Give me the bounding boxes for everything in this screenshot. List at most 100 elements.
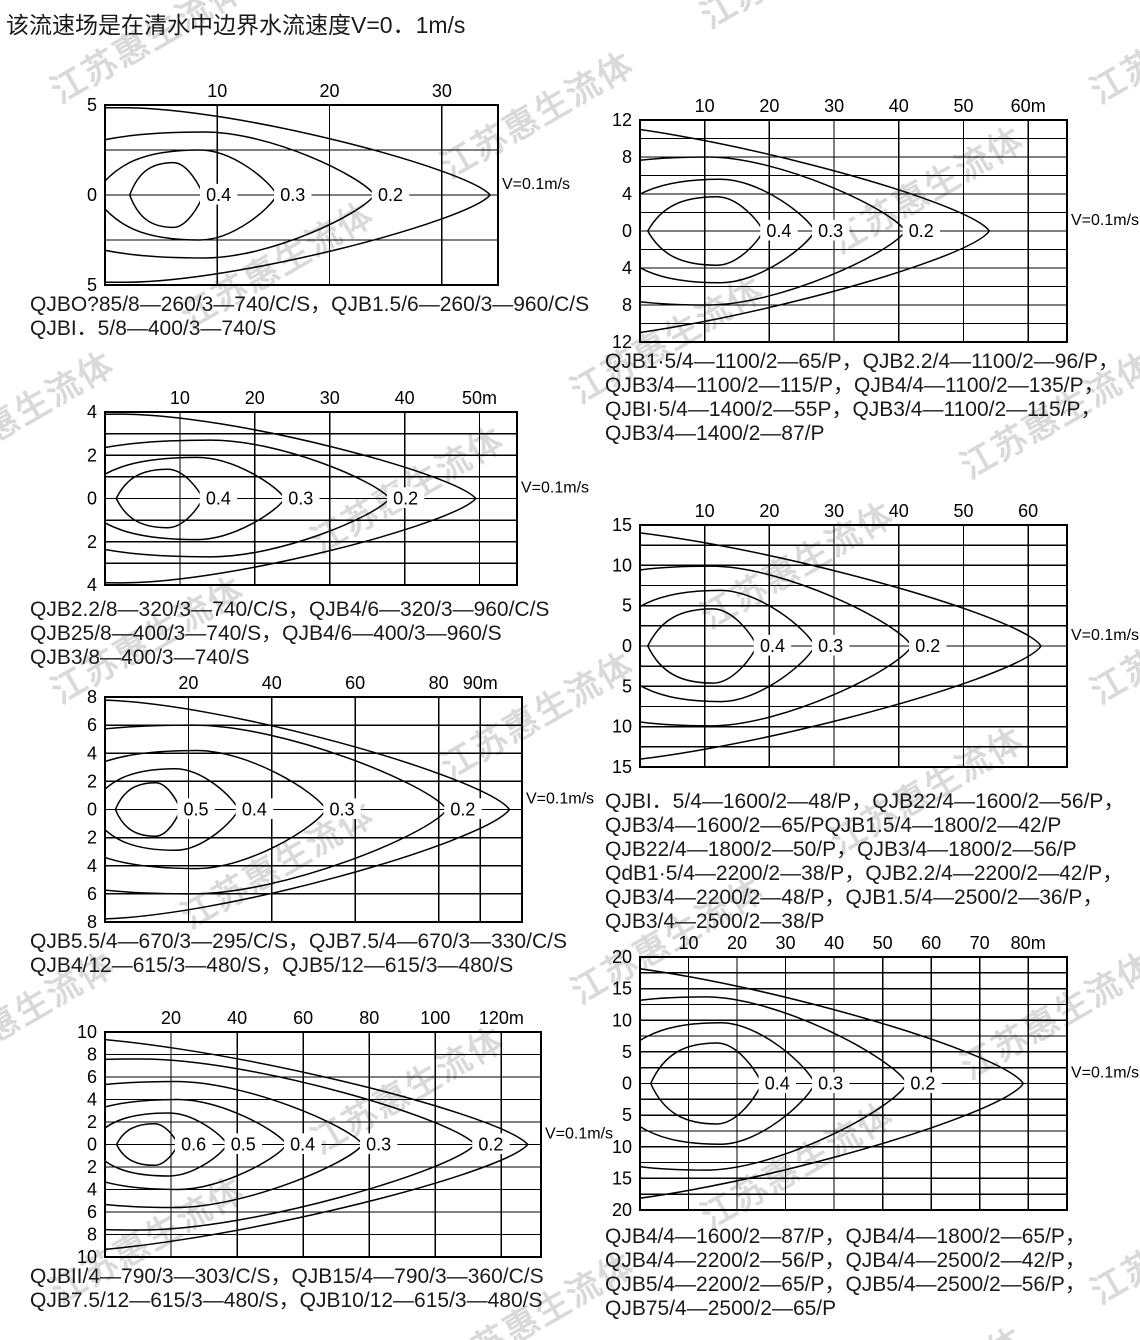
svg-text:8: 8 <box>87 687 97 707</box>
svg-text:60: 60 <box>345 673 365 693</box>
svg-text:V=0.1m/s: V=0.1m/s <box>1071 212 1139 229</box>
svg-text:4: 4 <box>87 1180 97 1200</box>
svg-text:40: 40 <box>889 501 909 521</box>
svg-text:10: 10 <box>612 1010 632 1030</box>
svg-text:10: 10 <box>207 81 227 101</box>
svg-text:5: 5 <box>87 95 97 115</box>
svg-text:0.4: 0.4 <box>206 489 231 509</box>
svg-text:0.5: 0.5 <box>231 1135 256 1155</box>
svg-text:70: 70 <box>970 933 990 953</box>
svg-text:30: 30 <box>432 81 452 101</box>
svg-text:0.3: 0.3 <box>366 1135 391 1155</box>
svg-text:0.2: 0.2 <box>909 221 934 241</box>
svg-text:2: 2 <box>87 445 97 465</box>
svg-text:20: 20 <box>161 1008 181 1028</box>
svg-text:2: 2 <box>87 1112 97 1132</box>
svg-text:50: 50 <box>953 501 973 521</box>
svg-text:0.3: 0.3 <box>329 800 354 820</box>
svg-text:10: 10 <box>612 555 632 575</box>
svg-text:0: 0 <box>87 489 97 509</box>
svg-text:4: 4 <box>87 575 97 595</box>
svg-text:8: 8 <box>622 295 632 315</box>
svg-text:60: 60 <box>293 1008 313 1028</box>
svg-text:0.4: 0.4 <box>290 1135 315 1155</box>
svg-text:5: 5 <box>622 676 632 696</box>
svg-text:10: 10 <box>170 388 190 408</box>
svg-text:4: 4 <box>622 258 632 278</box>
svg-text:10: 10 <box>77 1022 97 1042</box>
svg-text:90m: 90m <box>463 673 498 693</box>
svg-text:8: 8 <box>622 147 632 167</box>
svg-text:20: 20 <box>178 673 198 693</box>
svg-text:12: 12 <box>612 332 632 352</box>
svg-text:20: 20 <box>612 1200 632 1220</box>
svg-text:40: 40 <box>824 933 844 953</box>
svg-text:20: 20 <box>727 933 747 953</box>
svg-text:80: 80 <box>429 673 449 693</box>
svg-text:40: 40 <box>262 673 282 693</box>
svg-text:0.6: 0.6 <box>181 1135 206 1155</box>
svg-text:V=0.1m/s: V=0.1m/s <box>1071 627 1139 644</box>
svg-text:V=0.1m/s: V=0.1m/s <box>1071 1065 1139 1082</box>
svg-text:10: 10 <box>612 1137 632 1157</box>
svg-text:2: 2 <box>87 828 97 848</box>
svg-text:50m: 50m <box>462 388 497 408</box>
svg-text:40: 40 <box>889 96 909 116</box>
svg-text:0.2: 0.2 <box>915 636 940 656</box>
svg-text:0.3: 0.3 <box>818 1074 843 1094</box>
svg-text:10: 10 <box>77 1247 97 1267</box>
svg-text:40: 40 <box>227 1008 247 1028</box>
svg-text:10: 10 <box>695 501 715 521</box>
svg-text:8: 8 <box>87 1045 97 1065</box>
svg-text:0.4: 0.4 <box>242 800 267 820</box>
svg-text:2: 2 <box>87 532 97 552</box>
svg-text:30: 30 <box>776 933 796 953</box>
svg-text:0.4: 0.4 <box>760 636 785 656</box>
svg-text:V=0.1m/s: V=0.1m/s <box>521 480 589 497</box>
svg-text:10: 10 <box>695 96 715 116</box>
svg-text:4: 4 <box>87 402 97 422</box>
svg-text:15: 15 <box>612 979 632 999</box>
svg-text:0.3: 0.3 <box>818 221 843 241</box>
svg-text:V=0.1m/s: V=0.1m/s <box>502 176 570 193</box>
svg-text:20: 20 <box>759 501 779 521</box>
svg-text:4: 4 <box>87 1090 97 1110</box>
svg-text:5: 5 <box>622 596 632 616</box>
svg-text:60: 60 <box>921 933 941 953</box>
svg-text:0.3: 0.3 <box>280 185 305 205</box>
svg-text:80m: 80m <box>1011 933 1046 953</box>
svg-text:5: 5 <box>87 275 97 295</box>
svg-text:2: 2 <box>87 771 97 791</box>
svg-text:2: 2 <box>87 1157 97 1177</box>
svg-text:0.3: 0.3 <box>288 489 313 509</box>
svg-text:0.5: 0.5 <box>184 800 209 820</box>
svg-text:0: 0 <box>87 185 97 205</box>
svg-text:30: 30 <box>824 501 844 521</box>
svg-text:0.4: 0.4 <box>206 185 231 205</box>
svg-text:0.4: 0.4 <box>765 1074 790 1094</box>
svg-text:0.4: 0.4 <box>766 221 791 241</box>
svg-text:0.2: 0.2 <box>393 489 418 509</box>
svg-text:8: 8 <box>87 1225 97 1245</box>
svg-text:8: 8 <box>87 912 97 932</box>
svg-text:5: 5 <box>622 1042 632 1062</box>
svg-text:0: 0 <box>87 800 97 820</box>
svg-text:15: 15 <box>612 1168 632 1188</box>
svg-text:10: 10 <box>679 933 699 953</box>
svg-text:15: 15 <box>612 515 632 535</box>
svg-text:0.2: 0.2 <box>478 1135 503 1155</box>
svg-text:20: 20 <box>759 96 779 116</box>
svg-text:V=0.1m/s: V=0.1m/s <box>526 791 594 808</box>
svg-text:80: 80 <box>359 1008 379 1028</box>
svg-text:50: 50 <box>953 96 973 116</box>
svg-text:0: 0 <box>622 1074 632 1094</box>
svg-text:6: 6 <box>87 715 97 735</box>
svg-text:50: 50 <box>873 933 893 953</box>
svg-text:15: 15 <box>612 757 632 777</box>
svg-text:10: 10 <box>612 717 632 737</box>
svg-text:4: 4 <box>87 856 97 876</box>
svg-text:0: 0 <box>622 221 632 241</box>
svg-text:30: 30 <box>320 388 340 408</box>
svg-text:100: 100 <box>420 1008 450 1028</box>
svg-text:4: 4 <box>87 743 97 763</box>
